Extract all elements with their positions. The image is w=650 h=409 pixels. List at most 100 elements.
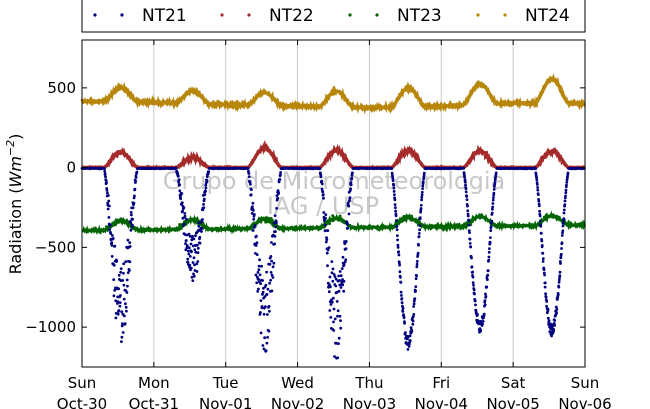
series-nt21-point bbox=[409, 326, 413, 330]
series-nt21-point bbox=[324, 240, 328, 244]
series-nt23-point bbox=[127, 222, 130, 226]
series-nt21-point bbox=[490, 221, 493, 225]
series-nt21-point bbox=[566, 171, 570, 175]
series-nt21-point bbox=[260, 305, 264, 308]
series-nt21-point bbox=[266, 287, 270, 291]
series-nt21-point bbox=[259, 282, 262, 285]
x-tick-label-day: Thu bbox=[354, 374, 383, 392]
series-nt21-point bbox=[397, 250, 400, 254]
series-nt21-point bbox=[122, 262, 126, 266]
series-nt23-point bbox=[392, 225, 396, 229]
series-nt21-point bbox=[340, 267, 344, 270]
series-nt23-point bbox=[264, 220, 268, 224]
series-nt21-point bbox=[117, 287, 121, 291]
series-nt21-point bbox=[415, 274, 418, 278]
series-nt21-point bbox=[411, 319, 415, 323]
series-nt21-point bbox=[269, 255, 273, 258]
series-nt21-point bbox=[103, 167, 106, 171]
series-nt23-point bbox=[277, 227, 281, 231]
series-nt21-point bbox=[491, 198, 495, 202]
series-nt21-point bbox=[115, 260, 119, 263]
series-nt21-point bbox=[535, 176, 538, 180]
series-nt21-point bbox=[339, 326, 343, 330]
series-nt21-point bbox=[263, 295, 267, 298]
series-nt21-point bbox=[473, 292, 476, 296]
series-nt21-point bbox=[261, 279, 264, 282]
series-nt21-point bbox=[129, 221, 133, 225]
legend-marker-nt21-b bbox=[120, 13, 124, 17]
series-nt21-point bbox=[336, 314, 339, 318]
series-nt21-point bbox=[491, 202, 495, 205]
series-nt21-point bbox=[471, 281, 475, 284]
series-nt21-point bbox=[187, 252, 191, 256]
series-nt21-point bbox=[128, 241, 132, 245]
series-nt21-point bbox=[486, 269, 490, 273]
gridlines bbox=[153, 40, 514, 367]
series-nt21-point bbox=[398, 263, 401, 267]
series-nt23-point bbox=[480, 213, 483, 217]
series-nt21-point bbox=[326, 229, 330, 233]
legend-label-nt24: NT24 bbox=[525, 6, 570, 26]
x-tick-label-date: Nov-01 bbox=[199, 395, 252, 409]
series-nt21-point bbox=[133, 187, 137, 191]
series-nt21-point bbox=[122, 283, 126, 287]
series-nt21-point bbox=[343, 260, 347, 264]
series-nt21-point bbox=[277, 191, 280, 195]
series-nt21-point bbox=[464, 183, 467, 187]
series-nt21-point bbox=[253, 224, 257, 227]
series-nt21-point bbox=[400, 297, 404, 300]
x-tick-label-date: Oct-30 bbox=[57, 395, 107, 409]
series-nt21-point bbox=[334, 277, 338, 281]
series-nt21-point bbox=[342, 279, 346, 283]
series-nt21-point bbox=[472, 288, 476, 292]
series-nt21-point bbox=[395, 224, 399, 228]
series-nt21-point bbox=[321, 193, 325, 197]
series-nt21-point bbox=[106, 191, 109, 195]
series-nt21-point bbox=[392, 184, 395, 187]
series-nt21-point bbox=[333, 275, 337, 279]
series-nt21-point bbox=[536, 193, 540, 197]
series-nt21-point bbox=[205, 180, 209, 183]
series-nt21-point bbox=[415, 265, 419, 269]
series-nt23-point bbox=[106, 226, 110, 230]
series-nt21-point bbox=[489, 225, 493, 228]
series-nt21-point bbox=[417, 235, 421, 238]
series-nt21-point bbox=[104, 175, 107, 179]
series-nt21-point bbox=[482, 316, 485, 320]
series-nt21-point bbox=[192, 272, 195, 276]
series-nt21-point bbox=[487, 258, 491, 262]
series-nt21-point bbox=[268, 309, 271, 313]
series-nt21-point bbox=[552, 329, 556, 332]
x-tick-label-date: Nov-04 bbox=[415, 395, 468, 409]
series-nt21-point bbox=[278, 178, 282, 181]
series-nt21-point bbox=[198, 235, 202, 239]
legend-label-nt22: NT22 bbox=[269, 6, 314, 26]
series-nt23-point bbox=[412, 218, 415, 222]
series-nt21-point bbox=[200, 227, 204, 230]
series-nt21-point bbox=[265, 293, 269, 296]
series-nt21-point bbox=[557, 280, 561, 284]
series-nt21-point bbox=[197, 221, 201, 225]
series-nt21-point bbox=[128, 260, 132, 264]
series-nt23-point bbox=[328, 222, 331, 226]
series-nt21-point bbox=[555, 307, 559, 311]
y-axis-label: Radiation (Wm−2) bbox=[4, 134, 25, 275]
series-nt21-point bbox=[111, 237, 115, 240]
series-nt21-point bbox=[270, 289, 274, 293]
series-nt23-point bbox=[258, 219, 262, 222]
series-nt21-point bbox=[247, 175, 251, 179]
series-nt21-point bbox=[253, 213, 256, 216]
series-nt21-point bbox=[326, 248, 330, 252]
legend: NT21 NT22 NT23 NT24 bbox=[81, 0, 586, 33]
series-nt21-point bbox=[249, 182, 252, 186]
series-nt21-point bbox=[116, 295, 120, 299]
series-nt21-point bbox=[329, 316, 333, 319]
series-nt23-point bbox=[542, 215, 546, 219]
series-nt23-point bbox=[493, 222, 497, 226]
series-nt21-point bbox=[338, 314, 342, 318]
series-nt23-point bbox=[191, 218, 195, 222]
series-nt21-point bbox=[184, 242, 187, 246]
series-nt21-point bbox=[349, 183, 353, 187]
series-nt21-point bbox=[482, 312, 486, 316]
series-nt23-point bbox=[250, 223, 254, 227]
